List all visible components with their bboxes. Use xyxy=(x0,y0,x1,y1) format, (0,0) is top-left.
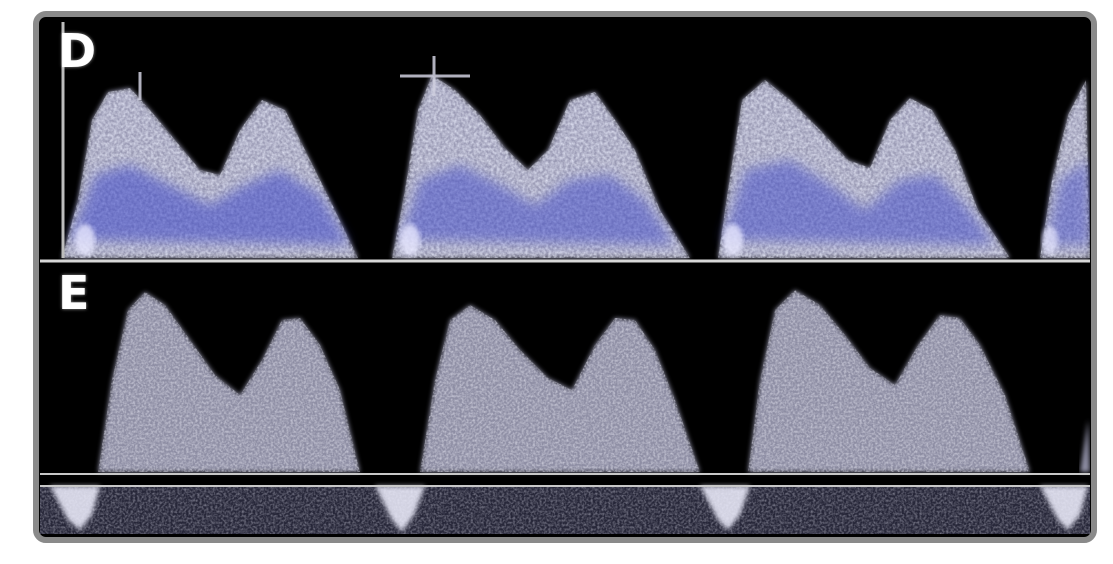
panel-e-spectral-trace xyxy=(40,290,1090,534)
panel-d-spectral-trace xyxy=(62,56,1090,258)
panel-label-d: D xyxy=(58,24,98,78)
panel-label-e: E xyxy=(58,266,91,320)
